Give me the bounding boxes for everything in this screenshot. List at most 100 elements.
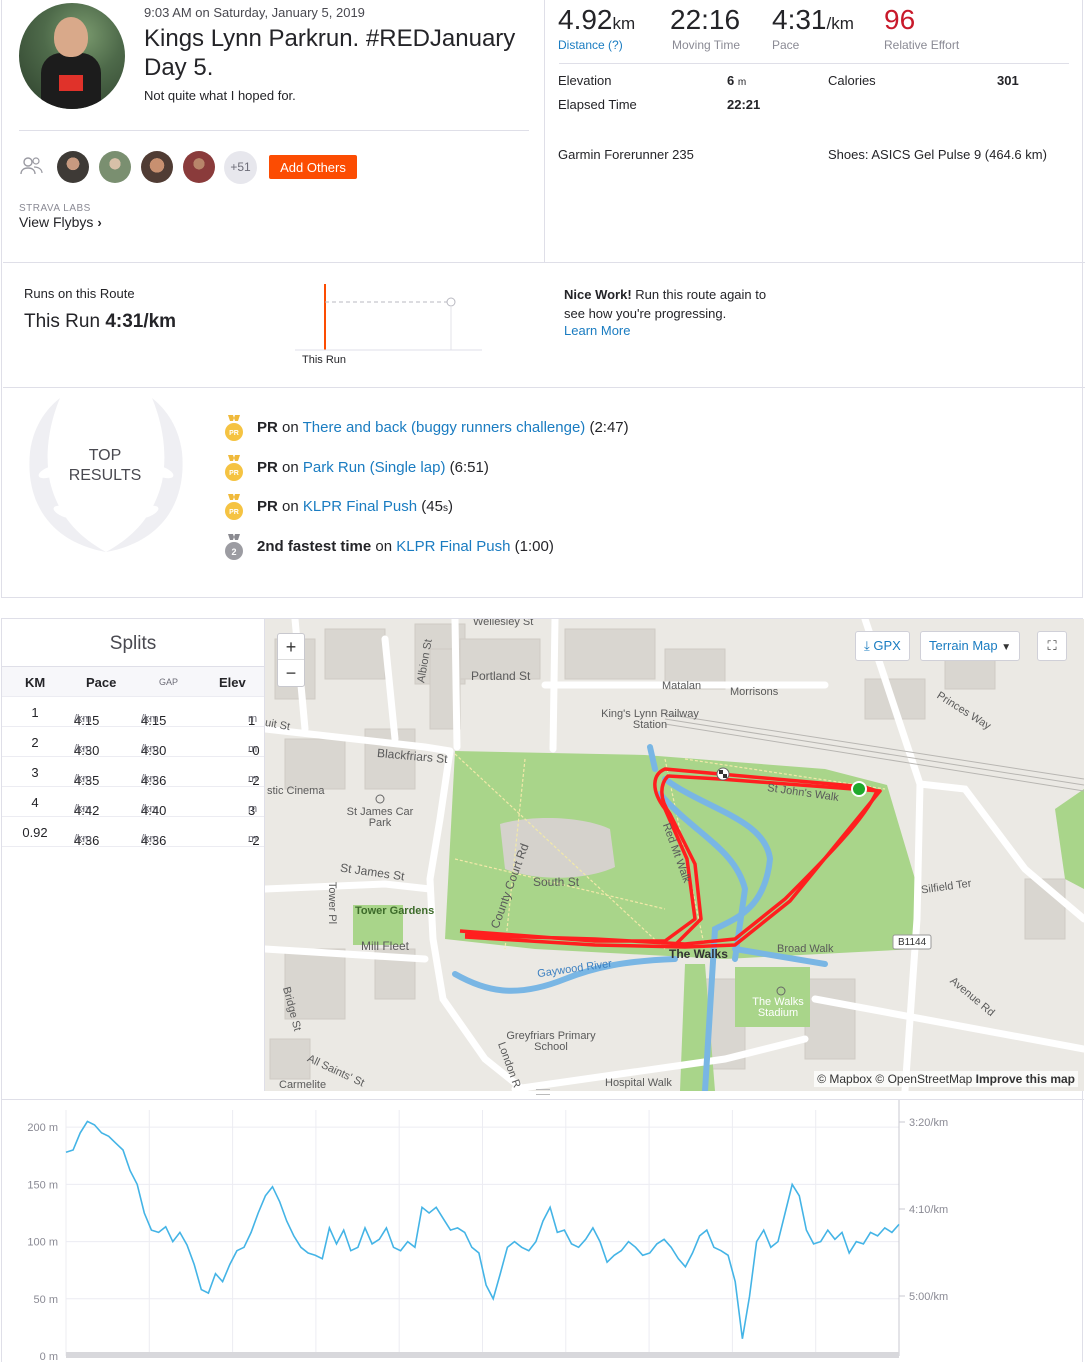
split-row[interactable]: 2 4:30 /km 4:30 /km -0 m [2, 727, 264, 758]
split-row[interactable]: 1 4:15 /km 4:15 /km 1 m [2, 697, 264, 728]
elapsed-time-value: 22:21 [727, 97, 761, 112]
calories-value: 301 [997, 73, 1019, 88]
top-results-title-line1: TOP [88, 447, 122, 464]
elevation-pace-chart[interactable]: 200 m 150 m 100 m 50 m 0 m 3:20/km 4:10/km 5:00… [2, 1099, 1084, 1362]
segment-link[interactable]: KLPR Final Push [302, 498, 418, 515]
medal-label: 2 [231, 547, 236, 557]
distance-label[interactable]: Distance (?) [558, 38, 623, 52]
result-prefix: 2nd fastest time [257, 538, 372, 555]
col-pace: Pace [86, 675, 117, 690]
this-run-stat: This Run 4:31/km [24, 311, 176, 333]
segment-link[interactable]: There and back (buggy runners challenge) [302, 419, 586, 436]
more-kudos-count[interactable]: +51 [224, 151, 257, 184]
zoom-out-button[interactable]: − [285, 663, 297, 683]
medal-label: PR [229, 470, 239, 477]
gold-medal-icon: PR [224, 455, 244, 488]
pace-series-line [65, 1120, 900, 1339]
y-tick-label: 0 m [40, 1351, 58, 1362]
split-km: 0.92 [22, 825, 48, 840]
moving-time-value: 22:16 [670, 4, 741, 35]
col-elev: Elev [219, 675, 246, 690]
y-tick-label: 100 m [27, 1237, 58, 1249]
split-gap-unit: /km [141, 803, 159, 815]
segment-link[interactable]: KLPR Final Push [396, 538, 511, 555]
mapbox-credit[interactable]: © Mapbox [817, 1072, 873, 1086]
learn-more-link[interactable]: Learn More [564, 323, 631, 338]
add-others-button[interactable]: Add Others [269, 155, 357, 179]
elevation-value: 6 [727, 73, 735, 88]
activity-datetime: 9:03 AM on Saturday, January 5, 2019 [144, 5, 365, 20]
nice-work-message: Nice Work! Run this route again to see h… [564, 285, 784, 323]
calories-label: Calories [828, 73, 876, 88]
zoom-control: + − [277, 633, 305, 687]
chevron-down-icon: ▼ [1001, 642, 1012, 653]
split-gap-unit: /km [141, 743, 159, 755]
zoom-in-button[interactable]: + [278, 634, 304, 660]
chart-this-run-label: This Run [302, 354, 347, 366]
split-row[interactable]: 3 4:35 /km 4:36 /km -2 m [2, 757, 264, 788]
y-tick-label: 150 m [27, 1179, 58, 1191]
pace-label: Pace [772, 38, 800, 52]
kudo-avatar[interactable] [141, 151, 173, 183]
this-run-label: This Run [24, 311, 101, 332]
split-elev-value: -2 [248, 833, 260, 848]
view-flybys-link[interactable]: View Flybys › [19, 214, 102, 230]
osm-credit[interactable]: © OpenStreetMap [875, 1072, 973, 1086]
split-pace-value: 4:35 [74, 773, 100, 788]
y2-tick-label: 3:20/km [909, 1117, 948, 1129]
avatar-bib [59, 75, 83, 91]
result-on: on [282, 498, 299, 515]
download-icon: ⤓ [864, 638, 870, 653]
shoes-info: Shoes: ASICS Gel Pulse 9 (464.6 km) [828, 147, 1047, 162]
map-label: The Walks Stadium [752, 996, 804, 1019]
route-map[interactable]: Portland St Matalan Morrisons King's Lyn… [265, 619, 1084, 1091]
map-label: Tower Pl [326, 881, 339, 925]
route-heading: Runs on this Route [24, 286, 135, 301]
medal-label: PR [229, 430, 239, 437]
athlete-avatar[interactable] [19, 3, 125, 109]
split-elev-unit: m [248, 713, 258, 725]
result-time: (45s) [421, 498, 453, 515]
resize-handle[interactable] [536, 1089, 550, 1095]
split-pace-unit: /km [74, 713, 92, 725]
split-elev-unit: m [248, 803, 258, 815]
this-run-value: 4:31/km [105, 311, 177, 332]
route-comparison-chart [295, 284, 482, 351]
kudo-avatar[interactable] [57, 151, 89, 183]
split-row[interactable]: 0.92 4:36 /km 4:36 /km -2 m [2, 817, 264, 848]
improve-map-link[interactable]: Improve this map [975, 1072, 1075, 1086]
distance-label-text: Distance [558, 38, 605, 52]
elevation-chart-svg[interactable]: 200 m 150 m 100 m 50 m 0 m 3:20/km 4:10/km 5:00… [2, 1100, 1084, 1362]
result-time: (2:47) [589, 419, 629, 436]
map-type-select[interactable]: Terrain Map ▼ [920, 631, 1021, 661]
kudo-avatar[interactable] [99, 151, 131, 183]
split-gap-value: 4:15 [141, 713, 167, 728]
map-label: Hospital Walk [605, 1077, 672, 1089]
elapsed-time-label: Elapsed Time [558, 97, 637, 112]
map-label: B1144 [898, 937, 927, 948]
divider [3, 387, 1085, 388]
split-elev-value: 3 [248, 803, 256, 818]
fullscreen-icon[interactable]: ⛶ [1037, 631, 1067, 661]
result-row: PR on Park Run (Single lap) (6:51) [257, 459, 489, 476]
segment-link[interactable]: Park Run (Single lap) [302, 459, 446, 476]
split-elev-unit: m [248, 743, 258, 755]
col-km: KM [25, 675, 46, 690]
chevron-right-icon: › [97, 215, 102, 230]
kudo-avatar[interactable] [183, 151, 215, 183]
split-elev-value: 1 [248, 713, 256, 728]
gpx-button[interactable]: ⤓ GPX [855, 631, 910, 661]
split-km: 4 [31, 795, 39, 810]
top-results-title: TOP RESULTS [20, 446, 190, 486]
col-gap: GAP [159, 677, 179, 687]
split-gap-value: 4:30 [141, 743, 167, 758]
map-label: Portland St [471, 669, 531, 683]
y-tick-label: 50 m [34, 1294, 58, 1306]
split-gap-unit: /km [141, 713, 159, 725]
distance-help-link[interactable]: (?) [608, 38, 623, 52]
split-row[interactable]: 4 4:42 /km 4:40 /km 3 m [2, 787, 264, 818]
y2-tick-label: 4:10/km [909, 1204, 948, 1216]
result-prefix: PR [257, 459, 278, 476]
distance-stat: 4.92km [558, 4, 635, 36]
gold-medal-icon: PR [224, 494, 244, 527]
